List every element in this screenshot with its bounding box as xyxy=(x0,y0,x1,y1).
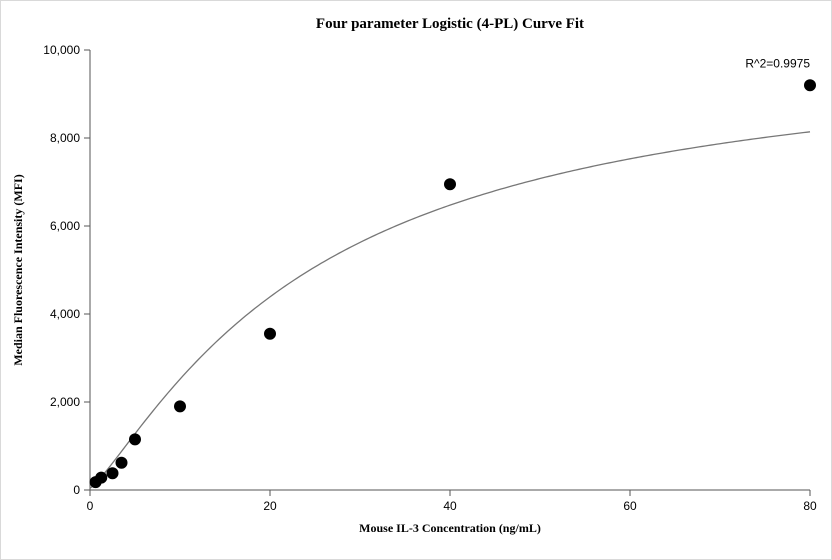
y-tick-label: 2,000 xyxy=(50,395,80,409)
data-point xyxy=(175,401,186,412)
tick-labels: 0 20 40 60 80 0 2,000 4,000 6,000 8,000 10,000 xyxy=(43,43,817,513)
r-squared-annotation: R^2=0.9975 xyxy=(745,57,810,71)
data-point xyxy=(116,457,127,468)
data-point xyxy=(445,179,456,190)
y-tick-label: 6,000 xyxy=(50,219,80,233)
y-tick-label: 4,000 xyxy=(50,307,80,321)
x-tick-label: 20 xyxy=(263,499,277,513)
data-point xyxy=(130,434,141,445)
chart-container: 0 20 40 60 80 0 2,000 4,000 6,000 8,000 10,000 Fou… xyxy=(0,0,832,560)
y-tick-label: 0 xyxy=(73,483,80,497)
x-axis-label: Mouse IL-3 Concentration (ng/mL) xyxy=(359,521,541,535)
chart-border xyxy=(1,1,832,560)
x-tick-label: 40 xyxy=(443,499,457,513)
curve-fit-chart: 0 20 40 60 80 0 2,000 4,000 6,000 8,000 10,000 Fou… xyxy=(0,0,832,560)
x-tick-label: 0 xyxy=(87,499,94,513)
tick-marks xyxy=(84,50,810,496)
data-point xyxy=(805,80,816,91)
x-tick-label: 80 xyxy=(803,499,817,513)
data-point xyxy=(265,328,276,339)
chart-title: Four parameter Logistic (4-PL) Curve Fit xyxy=(316,16,584,32)
data-points xyxy=(90,80,815,488)
data-point xyxy=(107,468,118,479)
x-tick-label: 60 xyxy=(623,499,637,513)
y-tick-label: 10,000 xyxy=(43,43,80,57)
axes xyxy=(90,50,810,490)
y-tick-label: 8,000 xyxy=(50,131,80,145)
y-axis-label: Median Fluorescence Intensity (MFI) xyxy=(11,174,25,365)
data-point xyxy=(96,472,107,483)
